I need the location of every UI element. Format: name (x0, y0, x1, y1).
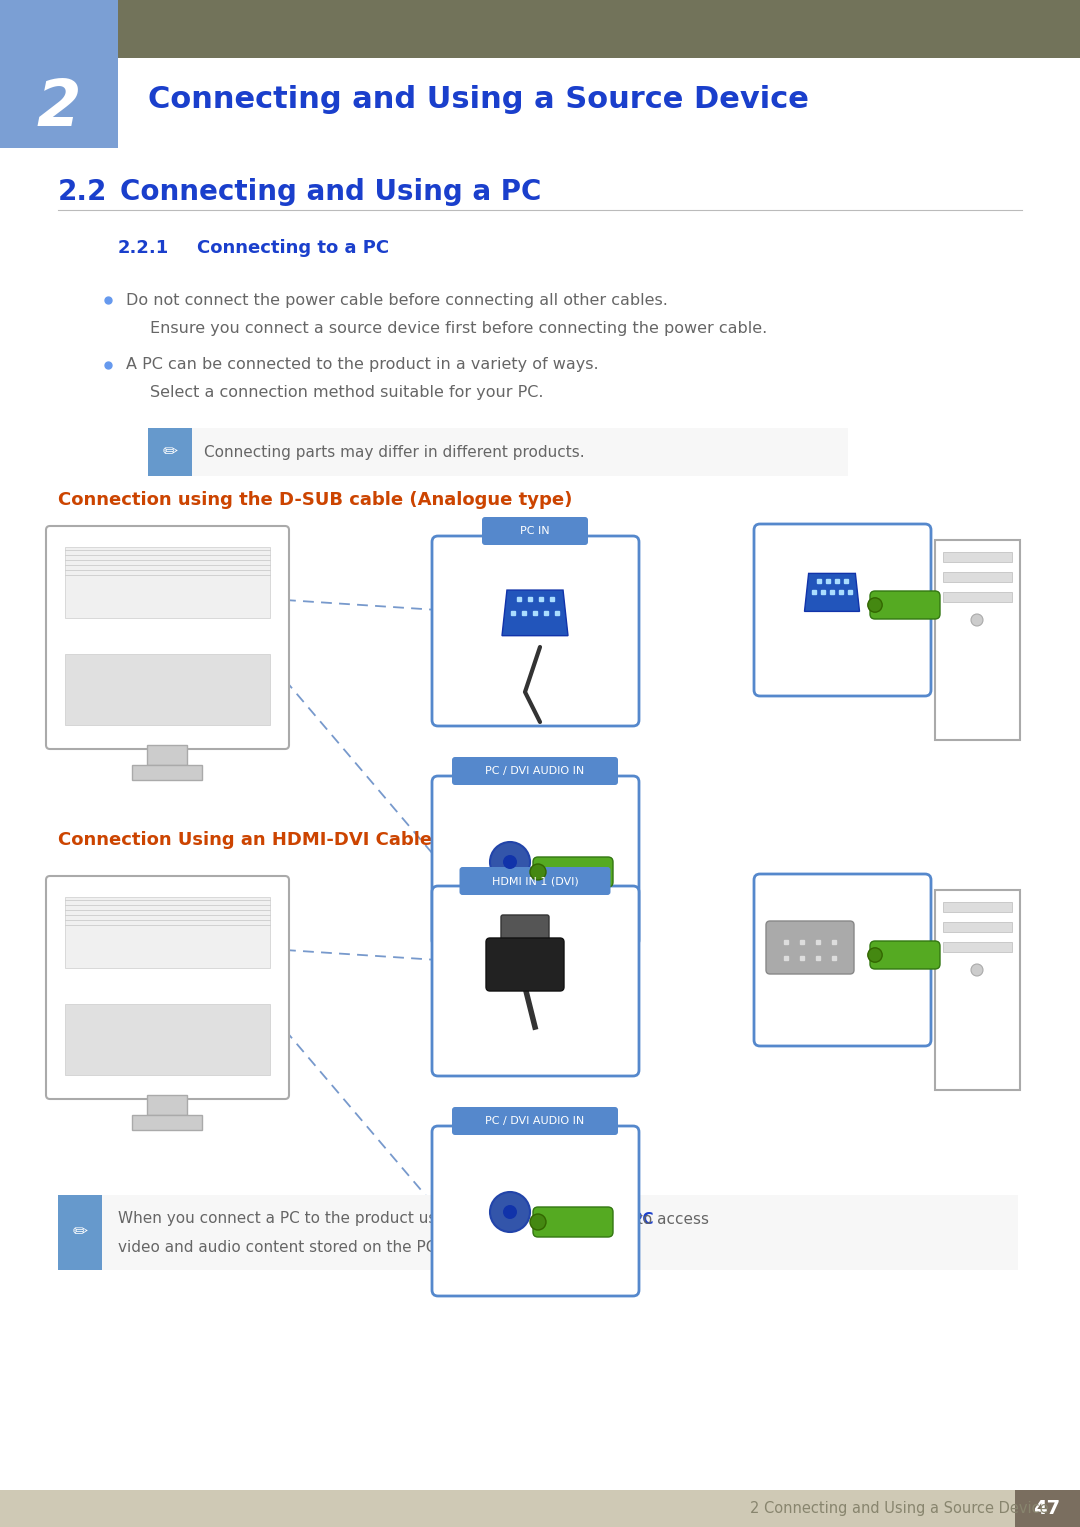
Text: to: to (571, 1211, 597, 1226)
Text: Connecting to a PC: Connecting to a PC (197, 240, 389, 257)
FancyBboxPatch shape (432, 1125, 639, 1296)
Text: PC IN: PC IN (521, 525, 550, 536)
FancyBboxPatch shape (453, 757, 618, 785)
Circle shape (490, 841, 530, 883)
Text: Do not connect the power cable before connecting all other cables.: Do not connect the power cable before co… (126, 293, 667, 307)
Text: Connecting and Using a PC: Connecting and Using a PC (120, 179, 541, 206)
FancyBboxPatch shape (432, 536, 639, 725)
Text: Connecting parts may differ in different products.: Connecting parts may differ in different… (204, 444, 584, 460)
Circle shape (971, 614, 983, 626)
Bar (935, 890, 1020, 1090)
Bar (0, 0, 118, 148)
Circle shape (868, 948, 882, 962)
Bar (0, 1490, 1080, 1527)
Text: PC / DVI AUDIO IN: PC / DVI AUDIO IN (485, 767, 584, 776)
Circle shape (971, 964, 983, 976)
Bar (943, 551, 1012, 562)
FancyBboxPatch shape (870, 591, 940, 618)
Bar (943, 922, 1012, 931)
Text: Connection using the D-SUB cable (Analogue type): Connection using the D-SUB cable (Analog… (58, 492, 572, 508)
FancyBboxPatch shape (754, 524, 931, 696)
Bar (132, 1115, 202, 1130)
Circle shape (530, 1214, 546, 1231)
FancyBboxPatch shape (46, 525, 289, 750)
Bar (148, 428, 848, 476)
Bar (65, 896, 270, 968)
Text: A PC can be connected to the product in a variety of ways.: A PC can be connected to the product in … (126, 357, 598, 373)
Polygon shape (502, 589, 568, 635)
Text: Ensure you connect a source device first before connecting the power cable.: Ensure you connect a source device first… (150, 321, 767, 336)
Bar (147, 1095, 187, 1115)
Bar (147, 745, 187, 765)
Text: 2 Connecting and Using a Source Device: 2 Connecting and Using a Source Device (750, 1501, 1049, 1516)
FancyBboxPatch shape (534, 857, 613, 887)
Text: 47: 47 (1034, 1500, 1061, 1518)
Bar (65, 547, 270, 618)
FancyBboxPatch shape (486, 938, 564, 991)
FancyBboxPatch shape (754, 873, 931, 1046)
FancyBboxPatch shape (482, 518, 588, 545)
Text: Connection Using an HDMI-DVI Cable: Connection Using an HDMI-DVI Cable (58, 831, 432, 849)
Text: video and audio content stored on the PC.: video and audio content stored on the PC… (118, 1240, 442, 1255)
Bar (935, 541, 1020, 741)
Bar (1015, 1490, 1080, 1527)
Text: to access: to access (632, 1211, 710, 1226)
Bar (58, 1196, 1018, 1270)
Bar (0, 0, 1080, 58)
Text: HDMI IN 1 (DVI): HDMI IN 1 (DVI) (491, 876, 579, 886)
Text: ✏: ✏ (162, 443, 177, 461)
Circle shape (490, 1193, 530, 1232)
Bar (132, 765, 202, 780)
Bar (65, 1003, 270, 1075)
Circle shape (868, 597, 882, 612)
FancyBboxPatch shape (870, 941, 940, 970)
Bar (943, 573, 1012, 582)
Text: DVI PC: DVI PC (596, 1211, 653, 1226)
Circle shape (503, 1205, 517, 1219)
Text: Edit Name: Edit Name (517, 1211, 606, 1226)
Bar (943, 942, 1012, 951)
Text: Select a connection method suitable for your PC.: Select a connection method suitable for … (150, 385, 543, 400)
FancyBboxPatch shape (432, 886, 639, 1077)
FancyBboxPatch shape (432, 776, 639, 947)
Circle shape (503, 855, 517, 869)
FancyBboxPatch shape (501, 915, 549, 948)
Text: Connecting and Using a Source Device: Connecting and Using a Source Device (148, 86, 809, 115)
Text: ✏: ✏ (72, 1223, 87, 1241)
Circle shape (530, 864, 546, 880)
Bar (943, 592, 1012, 602)
Bar (65, 654, 270, 725)
Text: 2.2: 2.2 (58, 179, 107, 206)
FancyBboxPatch shape (459, 867, 610, 895)
Bar (148, 428, 192, 476)
FancyBboxPatch shape (46, 876, 289, 1099)
Text: PC / DVI AUDIO IN: PC / DVI AUDIO IN (485, 1116, 584, 1125)
Bar (58, 1196, 102, 1270)
Polygon shape (805, 574, 860, 611)
FancyBboxPatch shape (534, 1206, 613, 1237)
Text: 2.2.1: 2.2.1 (118, 240, 170, 257)
FancyBboxPatch shape (766, 921, 854, 974)
Text: 2: 2 (37, 76, 81, 139)
Text: When you connect a PC to the product using an HDMI-DVI cable, set: When you connect a PC to the product usi… (118, 1211, 646, 1226)
FancyBboxPatch shape (453, 1107, 618, 1135)
Bar (943, 902, 1012, 912)
